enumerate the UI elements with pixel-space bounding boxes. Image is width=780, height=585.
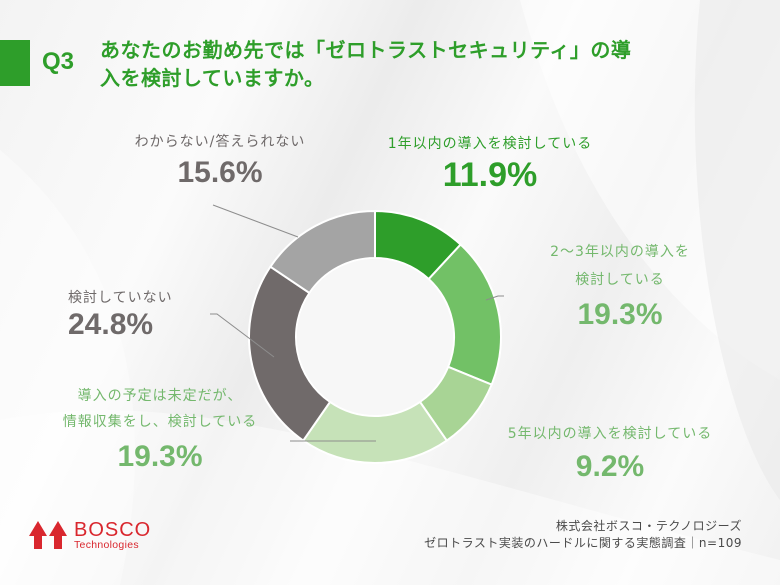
question-number: Q3: [42, 48, 75, 75]
percent-value: 11.9%: [442, 156, 538, 195]
percent-value: 24.8%: [68, 308, 154, 342]
donut-slice: [269, 209, 376, 295]
category-label: 検討していない: [68, 290, 173, 306]
footer-survey: ゼロトラスト実装のハードルに関する実態調査｜n=109: [424, 536, 742, 550]
question-title-line2: 入を検討していますか。: [100, 66, 325, 90]
percent-value: 19.3%: [577, 298, 663, 332]
donut-hole: [297, 259, 453, 415]
category-label-line1: 導入の予定は未定だが、: [77, 388, 243, 404]
question-title-line1: あなたのお勤め先では「ゼロトラストセキュリティ」の導: [100, 38, 632, 62]
label-within-1-year: 1年以内の導入を検討している 11.9%: [360, 136, 620, 195]
logo-subtitle: Technologies: [74, 539, 139, 551]
category-label: 1年以内の導入を検討している: [387, 136, 593, 152]
percent-value: 15.6%: [177, 156, 263, 190]
label-dont-know: わからない/答えられない 15.6%: [100, 134, 340, 191]
bosco-arrows-icon: [29, 521, 67, 550]
footer-source: 株式会社ボスコ・テクノロジーズ ゼロトラスト実装のハードルに関する実態調査｜n=…: [424, 518, 742, 552]
category-label-line1: 2～3年以内の導入を: [550, 244, 690, 260]
category-label: わからない/答えられない: [134, 134, 306, 150]
category-label-line2: 情報収集をし、検討している: [62, 414, 258, 431]
category-label-line2: 検討している: [575, 272, 665, 289]
question-title: あなたのお勤め先では「ゼロトラストセキュリティ」の導 入を検討していますか。: [100, 36, 760, 92]
leader-line-not-considering: [210, 313, 275, 358]
category-label: 5年以内の導入を検討している: [507, 426, 713, 442]
logo-brand: BOSCO: [74, 519, 152, 541]
leader-lines: [210, 204, 504, 442]
footer-company: 株式会社ボスコ・テクノロジーズ: [555, 519, 742, 533]
leader-line-dont-know: [212, 204, 299, 238]
label-within-5-years: 5年以内の導入を検討している 9.2%: [480, 426, 740, 485]
percent-value: 19.3%: [117, 440, 203, 474]
label-undecided-gathering: 導入の予定は未定だが、 情報収集をし、検討している 19.3%: [30, 388, 290, 475]
question-marker: [0, 40, 30, 86]
label-not-considering: 検討していない 24.8%: [40, 290, 268, 343]
logo-wordmark: BOSCO Technologies: [74, 520, 151, 551]
percent-value: 9.2%: [575, 450, 645, 484]
donut-slices: [248, 209, 502, 464]
company-logo: BOSCO Technologies: [28, 520, 151, 551]
label-within-2-3-years: 2～3年以内の導入を 検討している 19.3%: [520, 244, 720, 333]
leader-line-2-3-years: [485, 295, 504, 301]
